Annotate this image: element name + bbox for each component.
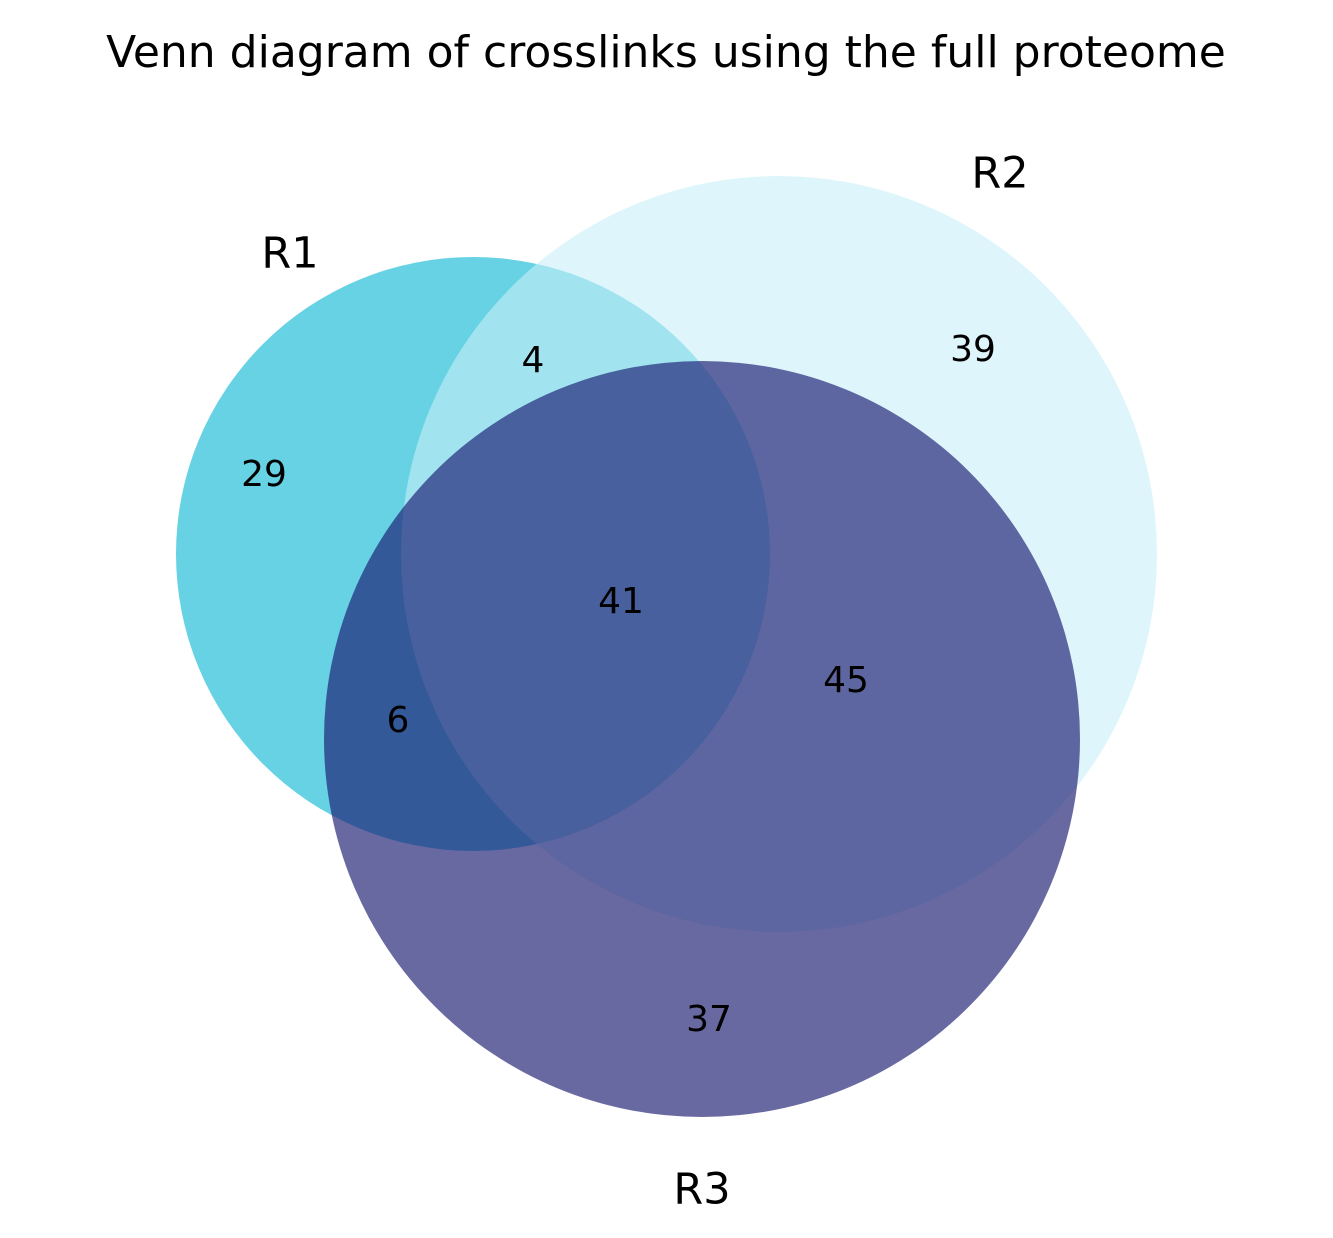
set-label-r3: R3 [673,1165,730,1215]
set-labels: R1 R2 R3 [261,149,1028,1215]
region-count-r1-r2-r3: 41 [598,581,644,622]
region-count-r2-r3: 45 [823,660,869,701]
region-count-r1-r3: 6 [387,700,410,741]
set-circle-r3 [324,361,1080,1117]
region-count-r1-r2: 4 [522,340,545,381]
region-count-r3: 37 [686,999,732,1040]
region-count-r1: 29 [241,454,287,495]
chart-title: Venn diagram of crosslinks using the ful… [106,27,1226,78]
region-count-r2: 39 [950,329,996,370]
set-label-r1: R1 [261,229,318,279]
region-count-labels: 29 39 37 4 6 45 41 [241,329,996,1040]
set-label-r2: R2 [971,149,1028,199]
set-circles [176,176,1157,1117]
